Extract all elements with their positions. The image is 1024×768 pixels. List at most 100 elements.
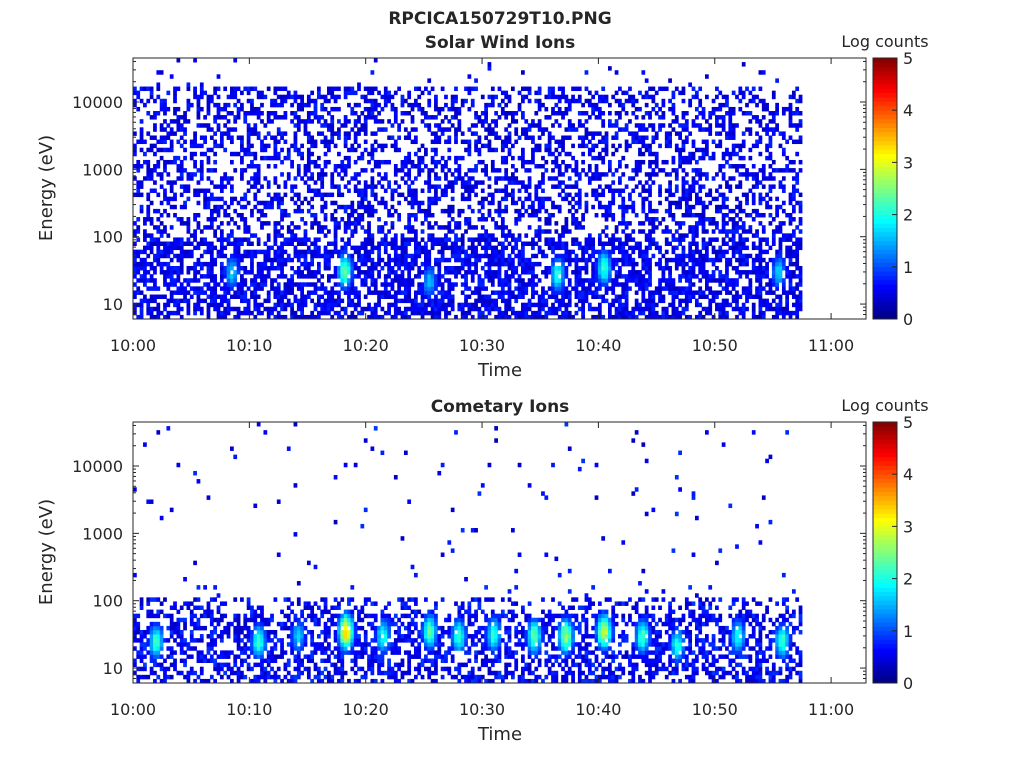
heatmap-cell	[400, 270, 405, 275]
heatmap-cell	[280, 261, 284, 267]
heatmap-cell	[293, 135, 298, 140]
heatmap-cell	[644, 233, 649, 238]
heatmap-cell	[403, 245, 408, 251]
heatmap-cell	[524, 168, 529, 173]
heatmap-cell	[678, 196, 682, 202]
heatmap-cell	[557, 286, 562, 291]
heatmap-cell	[143, 221, 147, 226]
heatmap-cell	[454, 241, 458, 246]
heatmap-cell	[219, 249, 224, 255]
heatmap-cell	[581, 265, 585, 271]
heatmap-cell	[551, 168, 555, 173]
heatmap-cell	[557, 270, 562, 275]
heatmap-cell	[708, 257, 713, 263]
heatmap-cell	[494, 111, 499, 116]
heatmap-cell	[213, 208, 218, 214]
heatmap-cell	[383, 286, 388, 291]
heatmap-cell	[430, 155, 435, 161]
heatmap-cell	[360, 245, 365, 251]
heatmap-cell	[624, 298, 629, 304]
heatmap-cell	[477, 119, 482, 124]
heatmap-cell	[300, 270, 304, 275]
heatmap-cell	[263, 261, 268, 267]
heatmap-cell	[290, 159, 294, 165]
heatmap-cell	[377, 127, 381, 132]
heatmap-cell	[454, 127, 458, 132]
heatmap-cell	[577, 119, 582, 124]
heatmap-cell	[403, 155, 408, 161]
heatmap-cell	[524, 119, 529, 124]
heatmap-cell	[427, 98, 432, 104]
heatmap-cell	[240, 310, 244, 316]
heatmap-cell	[500, 196, 505, 202]
heatmap-cell	[547, 245, 552, 251]
heatmap-cell	[434, 306, 438, 312]
heatmap-cell	[283, 155, 288, 161]
heatmap-cell	[139, 139, 144, 145]
heatmap-cell	[684, 212, 689, 218]
heatmap-cell	[721, 102, 726, 108]
heatmap-cell	[263, 274, 268, 279]
heatmap-cell	[634, 98, 639, 104]
heatmap-cell	[357, 143, 361, 149]
heatmap-cell	[196, 98, 201, 104]
heatmap-cell	[206, 310, 211, 316]
heatmap-cell	[176, 257, 181, 263]
heatmap-cell	[363, 204, 368, 210]
heatmap-cell	[608, 159, 612, 165]
heatmap-cell	[156, 286, 161, 291]
heatmap-cell	[500, 286, 505, 291]
heatmap-cell	[611, 245, 616, 251]
heatmap-cell	[561, 274, 565, 279]
heatmap-cell	[444, 302, 448, 308]
heatmap-cell	[360, 204, 365, 210]
heatmap-cell	[176, 306, 181, 312]
heatmap-cell	[133, 151, 137, 157]
heatmap-cell	[597, 176, 602, 181]
heatmap-cell	[671, 294, 676, 300]
heatmap-cell	[484, 102, 488, 108]
heatmap-cell	[363, 229, 368, 234]
heatmap-cell	[604, 212, 609, 218]
heatmap-cell	[266, 265, 271, 271]
heatmap-cell	[691, 274, 696, 279]
heatmap-cell	[591, 155, 596, 161]
heatmap-cell	[320, 229, 325, 234]
heatmap-cell	[594, 314, 599, 320]
heatmap-cell	[410, 192, 415, 198]
heatmap-cell	[179, 172, 184, 177]
heatmap-cell	[467, 265, 472, 271]
heatmap-cell	[464, 278, 468, 283]
heatmap-cell	[591, 102, 596, 108]
heatmap-cell	[628, 86, 632, 92]
heatmap-cell	[654, 208, 659, 214]
heatmap-cell	[628, 94, 632, 100]
heatmap-cell	[293, 298, 298, 304]
heatmap-cell	[447, 221, 452, 226]
heatmap-cell	[631, 245, 636, 251]
heatmap-cell	[430, 159, 435, 165]
heatmap-cell	[614, 261, 619, 267]
heatmap-cell	[694, 233, 699, 238]
heatmap-cell	[427, 115, 432, 120]
heatmap-cell	[310, 221, 315, 226]
heatmap-cell	[373, 184, 378, 189]
heatmap-cell	[715, 123, 719, 128]
heatmap-cell	[413, 229, 418, 234]
heatmap-cell	[163, 208, 167, 214]
heatmap-cell	[347, 270, 351, 275]
heatmap-cell	[266, 115, 271, 120]
heatmap-cell	[149, 188, 154, 193]
heatmap-cell	[186, 184, 191, 189]
heatmap-cell	[417, 241, 422, 246]
heatmap-cell	[199, 237, 204, 242]
heatmap-cell	[608, 314, 612, 320]
heatmap-cell	[337, 192, 341, 198]
heatmap-cell	[557, 106, 562, 112]
heatmap-cell	[534, 302, 539, 308]
heatmap-cell	[454, 139, 458, 145]
heatmap-cell	[544, 196, 549, 202]
heatmap-cell	[427, 176, 432, 181]
heatmap-cell	[250, 98, 254, 104]
heatmap-cell	[219, 135, 224, 140]
